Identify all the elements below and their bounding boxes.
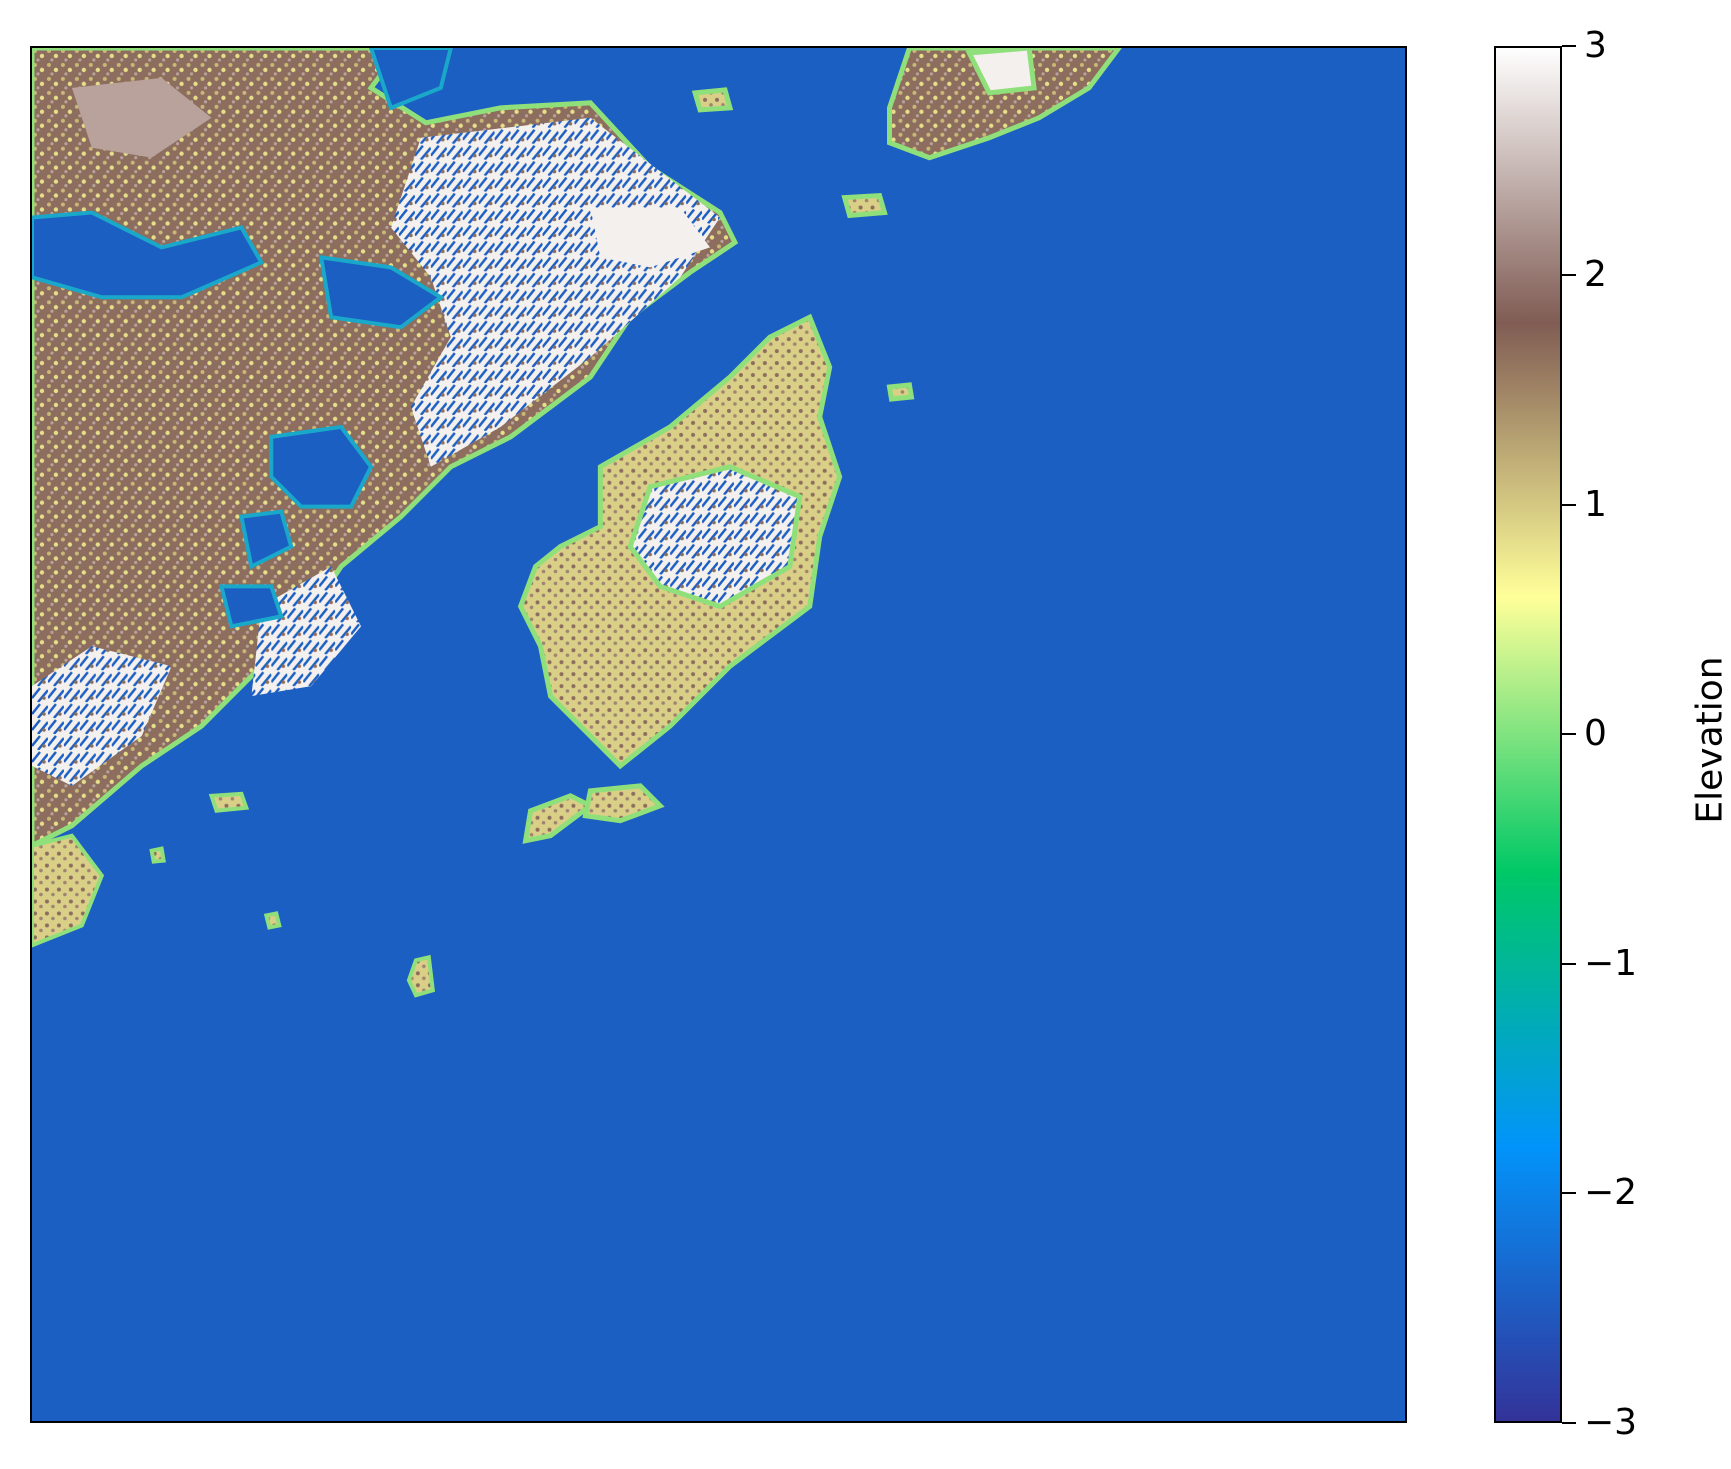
colorbar-tick-label: 3 xyxy=(1584,28,1607,64)
colorbar-tick xyxy=(1562,1422,1576,1424)
colorbar-tick xyxy=(1562,963,1576,965)
colorbar-tick xyxy=(1562,504,1576,506)
colorbar-tick-label: −2 xyxy=(1584,1175,1637,1211)
colorbar-tick-label: 0 xyxy=(1584,716,1607,752)
elevation-map xyxy=(32,48,1405,1421)
colorbar-tick xyxy=(1562,1192,1576,1194)
colorbar-label: Elevation xyxy=(1690,656,1731,823)
colorbar-tick xyxy=(1562,274,1576,276)
colorbar-tick xyxy=(1562,733,1576,735)
colorbar-tick xyxy=(1562,45,1576,47)
elevation-map-panel[interactable] xyxy=(30,46,1407,1423)
colorbar-tick-label: −1 xyxy=(1584,946,1637,982)
colorbar-tick-label: 2 xyxy=(1584,257,1607,293)
colorbar-tick-label: 1 xyxy=(1584,487,1607,523)
colorbar xyxy=(1494,46,1562,1423)
colorbar-tick-label: −3 xyxy=(1584,1405,1637,1441)
